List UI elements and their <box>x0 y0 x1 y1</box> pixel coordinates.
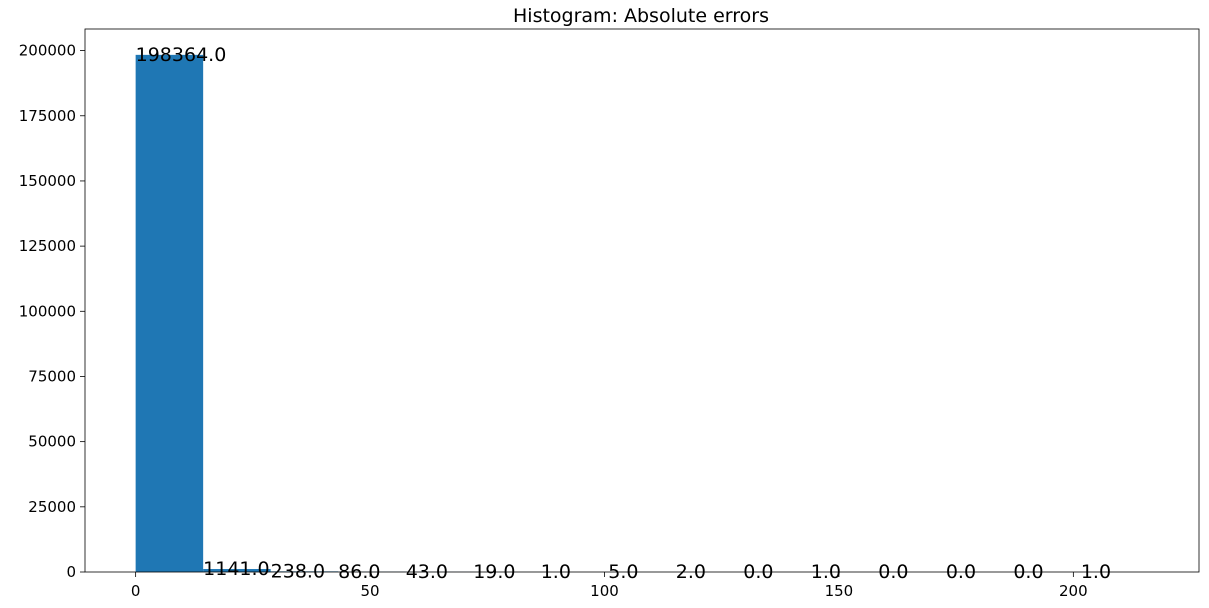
y-tick-label: 0 <box>66 563 76 581</box>
y-tick-label: 175000 <box>19 107 76 125</box>
y-tick-label: 200000 <box>19 42 76 60</box>
x-tick-label: 50 <box>361 582 380 600</box>
x-tick-label: 0 <box>131 582 141 600</box>
y-tick-label: 150000 <box>19 172 76 190</box>
bar-data-label: 1141.0 <box>203 558 269 580</box>
x-tick-label: 100 <box>590 582 619 600</box>
histogram-bar <box>203 569 271 572</box>
y-tick-label: 125000 <box>19 237 76 255</box>
y-tick-label: 50000 <box>28 433 76 451</box>
x-tick-label: 150 <box>825 582 854 600</box>
chart-title: Histogram: Absolute errors <box>513 5 769 27</box>
histogram-bar <box>135 54 204 573</box>
y-tick-label: 100000 <box>19 302 76 320</box>
y-tick-label: 75000 <box>28 367 76 385</box>
y-tick-label: 25000 <box>28 498 76 516</box>
bar-data-label: 238.0 <box>271 560 325 582</box>
axes-layer: 0 50 100 150 200 0 25000 50000 75000 100000 125000… <box>19 28 1200 600</box>
bar-data-label: 198364.0 <box>136 44 227 66</box>
plot-frame <box>84 28 1200 573</box>
x-tick-label: 200 <box>1059 582 1088 600</box>
bars-layer <box>135 54 1149 573</box>
